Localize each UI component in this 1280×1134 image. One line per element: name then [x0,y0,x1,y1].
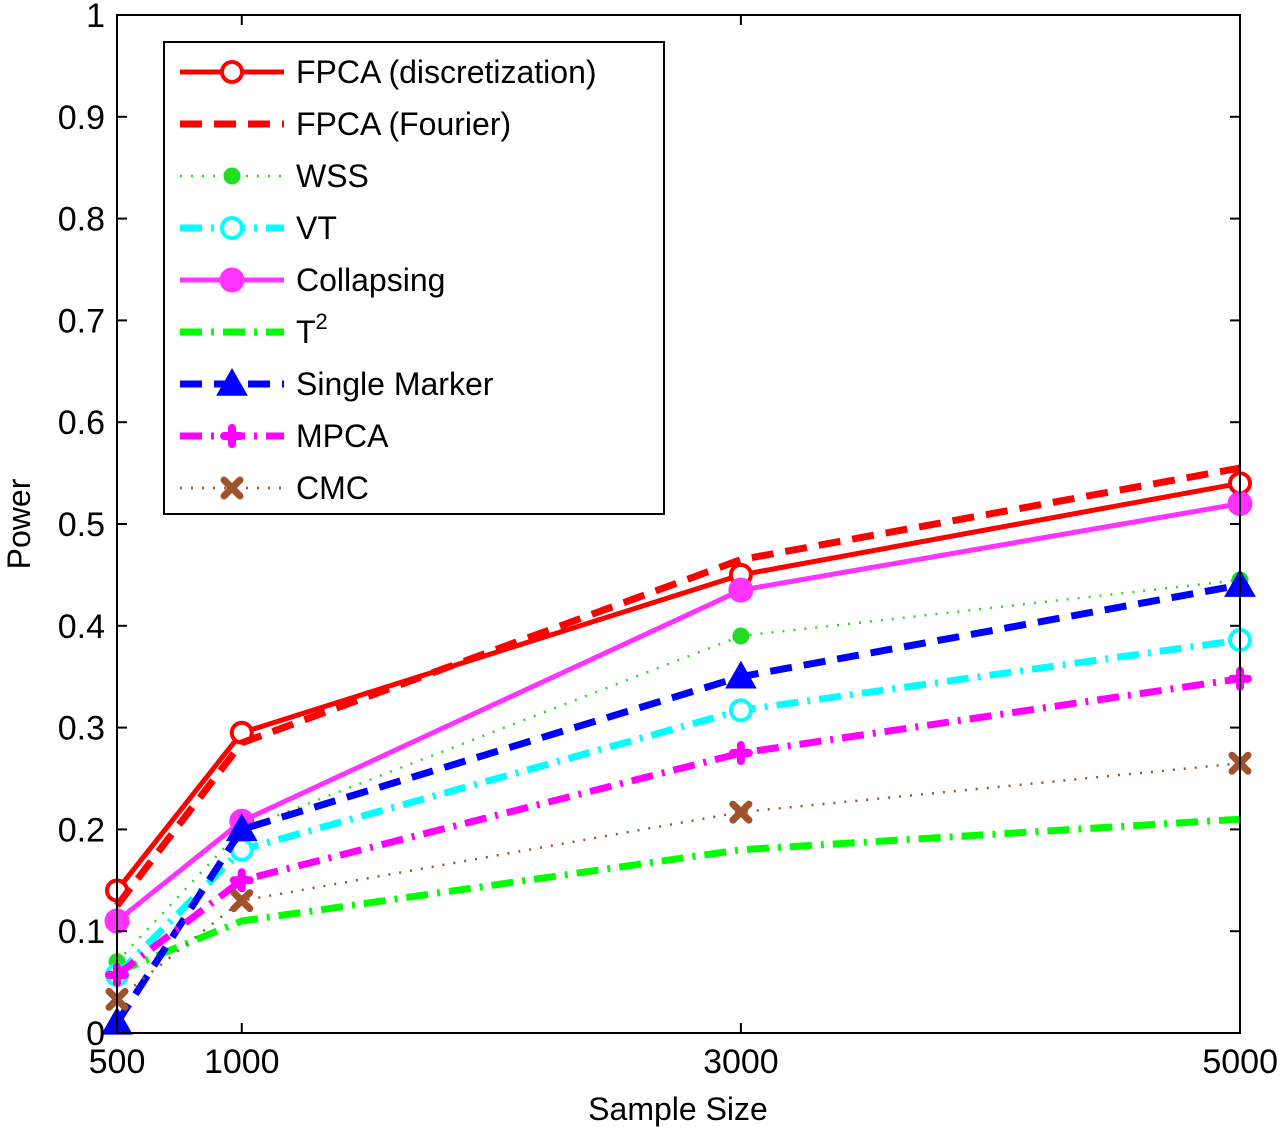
y-tick-label: 0.1 [58,913,105,951]
legend-label-mpca: MPCA [296,418,389,454]
y-tick-label: 0.7 [58,302,105,340]
data-point-cmc [230,889,254,913]
data-point-mpca [229,868,254,893]
x-tick-label: 500 [89,1043,146,1081]
legend-item-fpca-fourier: FPCA (Fourier) [180,106,511,142]
x-tick-label: 3000 [703,1043,779,1081]
data-point-single-marker [225,813,258,842]
data-point-single-marker [725,660,757,689]
data-point-wss [732,627,750,645]
x-tick-label: 5000 [1202,1043,1278,1081]
series-fpca-fourier [114,464,1241,908]
y-axis-title: Power [1,478,37,569]
series-line-wss [116,578,1241,963]
legend-item-wss: WSS [180,158,369,194]
legend-marker-vt [220,216,244,240]
legend-label-fpca-discretization: FPCA (discretization) [296,54,597,90]
legend-item-t2: T2 [180,309,328,350]
legend: FPCA (discretization) FPCA (Fourier) WSS VT… [163,41,665,515]
legend-label-wss: WSS [296,158,369,194]
y-tick-label: 0.4 [58,608,105,646]
legend-marker-single-marker [216,367,248,396]
legend-marker-fpca-discretization [220,60,244,84]
legend-marker-cmc [220,476,244,500]
data-point-mpca [728,741,753,766]
legend-label-cmc: CMC [296,470,369,506]
legend-label-vt: VT [296,210,337,246]
series-line-vt [114,636,1241,978]
legend-item-collapsing: Collapsing [180,262,445,298]
legend-marker-mpca [220,424,244,448]
x-axis-title: Sample Size [588,1091,768,1127]
legend-label-collapsing: Collapsing [296,262,445,298]
y-tick-label: 0.8 [58,201,105,239]
legend-marker-collapsing [219,267,245,293]
y-tick-label: 0.9 [58,99,105,137]
legend-item-vt: VT [180,210,337,246]
legend-entries: FPCA (discretization) FPCA (Fourier) WSS VT… [180,54,597,506]
legend-label-fpca-fourier: FPCA (Fourier) [296,106,511,142]
legend-item-cmc: CMC [180,470,369,506]
series-layer [101,464,1256,1035]
legend-item-fpca-discretization: FPCA (discretization) [180,54,597,90]
legend-label-single-marker: Single Marker [296,366,494,402]
series-line-collapsing [115,501,1241,923]
y-tick-label: 0.3 [58,710,105,748]
x-tick-label: 1000 [204,1043,280,1081]
legend-item-mpca: MPCA [180,418,389,454]
y-tick-label: 0.6 [58,404,105,442]
legend-marker-wss [223,167,241,185]
series-line-mpca [114,675,1241,978]
series-line-single-marker [114,581,1241,1025]
y-tick-label: 1 [86,0,105,35]
y-tick-label: 0.2 [58,811,105,849]
data-point-collapsing [728,577,754,603]
axis-layer: 0 0.1 0.2 0.3 0.4 0.5 0.6 0.7 0.8 0.9 1 500 1000 3000… [58,0,1278,1081]
data-point-cmc [729,800,753,824]
legend-item-single-marker: Single Marker [180,366,494,402]
series-line-fpca-discretization [115,480,1241,893]
series-line-fpca-fourier [114,464,1241,908]
data-point-vt [728,698,753,723]
y-tick-label: 0.5 [58,506,105,544]
y-tick-label: 0 [86,1015,105,1053]
